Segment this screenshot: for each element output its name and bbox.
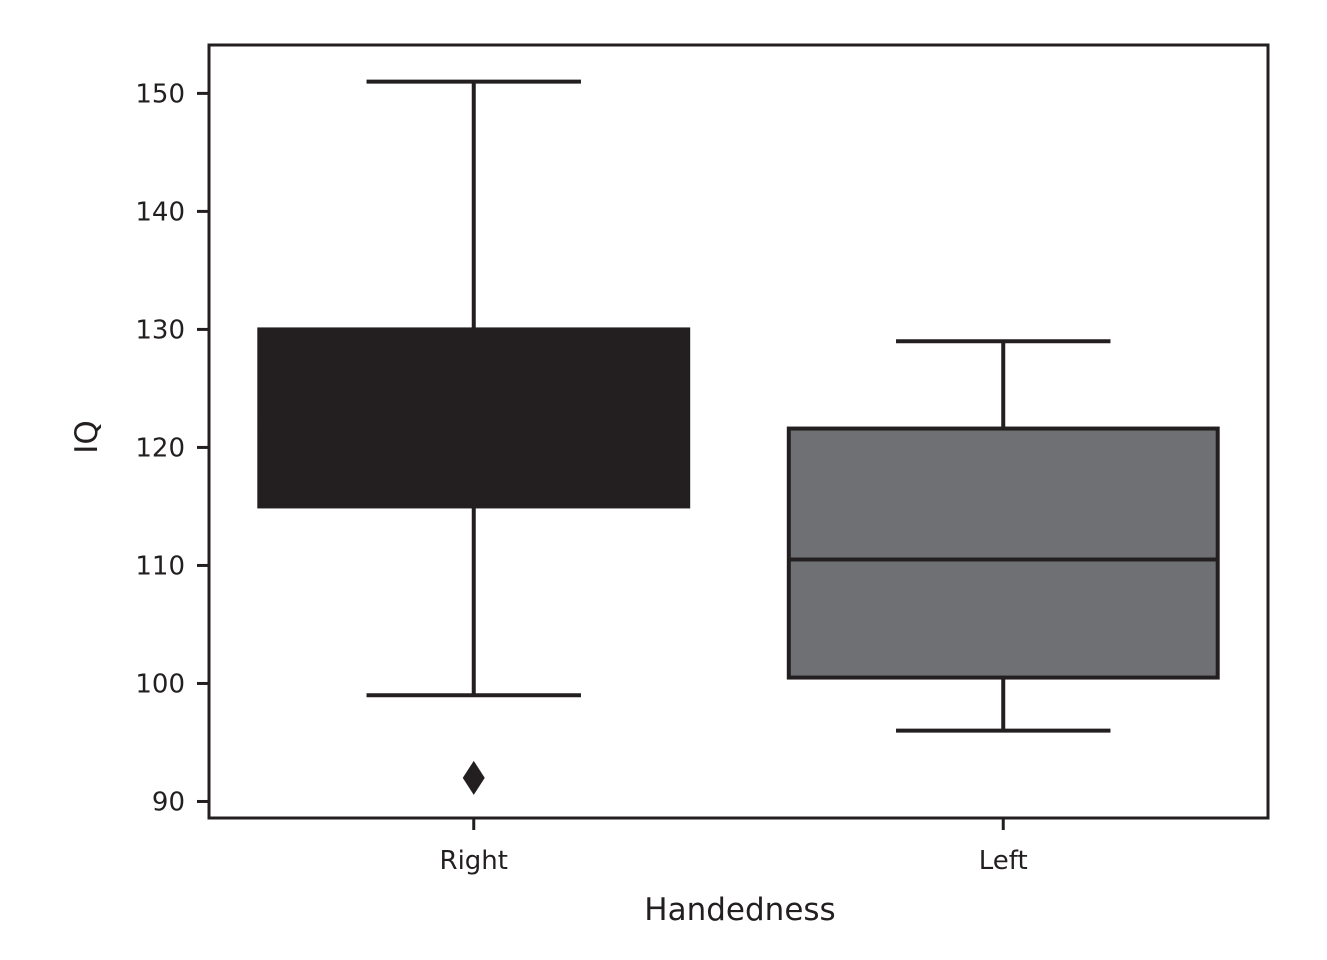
x-tick-label-right: Right [440,846,508,876]
box-group-right [257,79,691,795]
y-axis: 90 100 110 120 130 140 150 [135,79,209,817]
box-group-left [786,339,1220,733]
box-right [257,327,691,509]
y-tick-label-120: 120 [135,433,185,463]
y-tick-label-100: 100 [135,669,185,699]
y-tick-label-130: 130 [135,315,185,345]
y-tick-label-140: 140 [135,197,185,227]
y-tick-label-150: 150 [135,79,185,109]
x-axis: Right Left [440,818,1028,876]
outlier-right-0 [462,760,485,795]
y-tick-label-110: 110 [135,551,185,581]
plot-marks [257,79,1220,795]
x-tick-label-left: Left [979,846,1028,876]
box-left [786,426,1220,680]
y-axis-title: IQ [69,420,105,454]
x-axis-title: Handedness [644,892,835,928]
y-tick-label-90: 90 [152,787,185,817]
plot-frame [207,43,1270,820]
